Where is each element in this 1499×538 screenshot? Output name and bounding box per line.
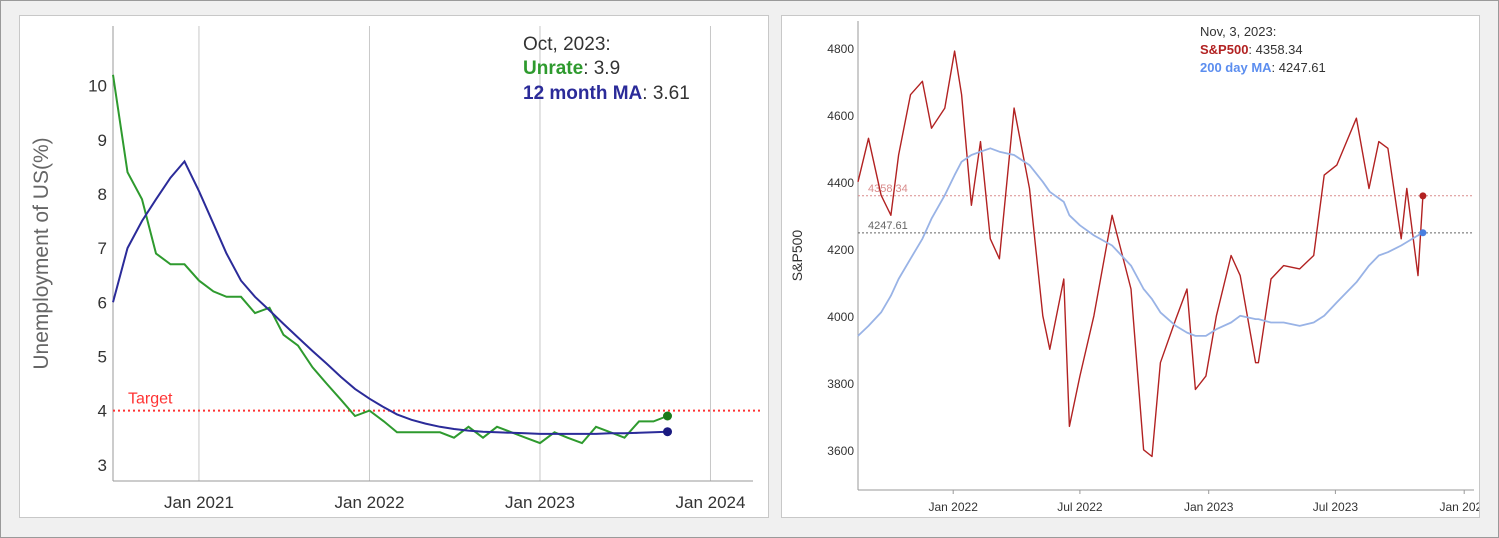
series-line-moving-average bbox=[857, 147, 1424, 337]
annotation-sp500: S&P500: 4358.34 bbox=[1200, 42, 1303, 57]
y-tick-label: 4600 bbox=[827, 109, 854, 123]
y-tick-label: 3800 bbox=[827, 377, 854, 391]
annotation-date: Nov, 3, 2023: bbox=[1200, 24, 1276, 39]
reference-line-label: 4247.61 bbox=[868, 220, 908, 232]
target-label: Target bbox=[128, 391, 173, 408]
series-line-sp500 bbox=[857, 50, 1424, 458]
y-tick-label: 4800 bbox=[827, 42, 854, 56]
annotation-sp500-value: : 4358.34 bbox=[1248, 42, 1302, 57]
y-tick-label: 7 bbox=[98, 239, 107, 258]
y-tick-label: 8 bbox=[98, 185, 107, 204]
x-tick-label: Jan 2023 bbox=[1184, 500, 1234, 514]
annotation-ma: 200 day MA: 4247.61 bbox=[1200, 60, 1326, 75]
annotation-unrate-value: : 3.9 bbox=[583, 58, 620, 79]
y-tick-label: 4000 bbox=[827, 310, 854, 324]
x-tick-label: Jan 2022 bbox=[334, 493, 404, 512]
x-tick-label: Jan 2022 bbox=[929, 500, 979, 514]
x-tick-label: Jan 2021 bbox=[164, 493, 234, 512]
series-end-point bbox=[1419, 229, 1427, 237]
annotation-ma-label: 12 month MA bbox=[523, 83, 643, 104]
y-axis-label: Unemployment of US(%) bbox=[30, 137, 53, 369]
y-tick-label: 6 bbox=[98, 293, 107, 312]
annotation-unrate-label: Unrate bbox=[523, 58, 583, 79]
series-end-point bbox=[1419, 192, 1427, 200]
y-tick-label: 5 bbox=[98, 347, 107, 366]
annotation-ma-value: : 4247.61 bbox=[1272, 60, 1326, 75]
y-tick-label: 4200 bbox=[827, 243, 854, 257]
unemployment-chart-panel: 3 4 5 6 7 8 9 10 Jan 2021 Jan 2022 Jan 2023 Jan 202… bbox=[19, 15, 769, 518]
sp500-chart-panel: 3600 3800 4000 4200 4400 4600 4800 Jan 2022 Jul … bbox=[781, 15, 1480, 518]
y-tick-label: 10 bbox=[88, 77, 107, 96]
series-end-point bbox=[663, 411, 673, 421]
annotation-unrate: Unrate: 3.9 bbox=[523, 58, 620, 79]
series-line-unrate bbox=[112, 74, 668, 445]
y-tick-label: 4400 bbox=[827, 176, 854, 190]
series-end-point bbox=[663, 427, 673, 437]
y-tick-label: 3 bbox=[98, 456, 107, 475]
annotation-ma-label: 200 day MA bbox=[1200, 60, 1272, 75]
sp500-chart: 3600 3800 4000 4200 4400 4600 4800 Jan 2022 Jul … bbox=[789, 21, 1479, 514]
series-line-moving-average bbox=[112, 159, 668, 435]
x-tick-label: Jul 2022 bbox=[1057, 500, 1103, 514]
annotation-ma: 12 month MA: 3.61 bbox=[523, 83, 690, 104]
reference-line-label: 4358.34 bbox=[868, 183, 908, 195]
y-tick-label: 4 bbox=[98, 402, 107, 421]
y-tick-label: 3600 bbox=[827, 444, 854, 458]
x-tick-label: Jan 2023 bbox=[505, 493, 575, 512]
unemployment-chart: 3 4 5 6 7 8 9 10 Jan 2021 Jan 2022 Jan 2023 Jan 202… bbox=[30, 26, 763, 512]
x-tick-label: Jan 2024 bbox=[676, 493, 746, 512]
annotation-ma-value: : 3.61 bbox=[642, 83, 690, 104]
y-tick-label: 9 bbox=[98, 131, 107, 150]
x-tick-label: Jan 2024 bbox=[1440, 500, 1479, 514]
y-axis-label: S&P500 bbox=[789, 230, 805, 282]
x-tick-label: Jul 2023 bbox=[1313, 500, 1359, 514]
annotation-sp500-label: S&P500 bbox=[1200, 42, 1248, 57]
annotation-date: Oct, 2023: bbox=[523, 34, 611, 55]
